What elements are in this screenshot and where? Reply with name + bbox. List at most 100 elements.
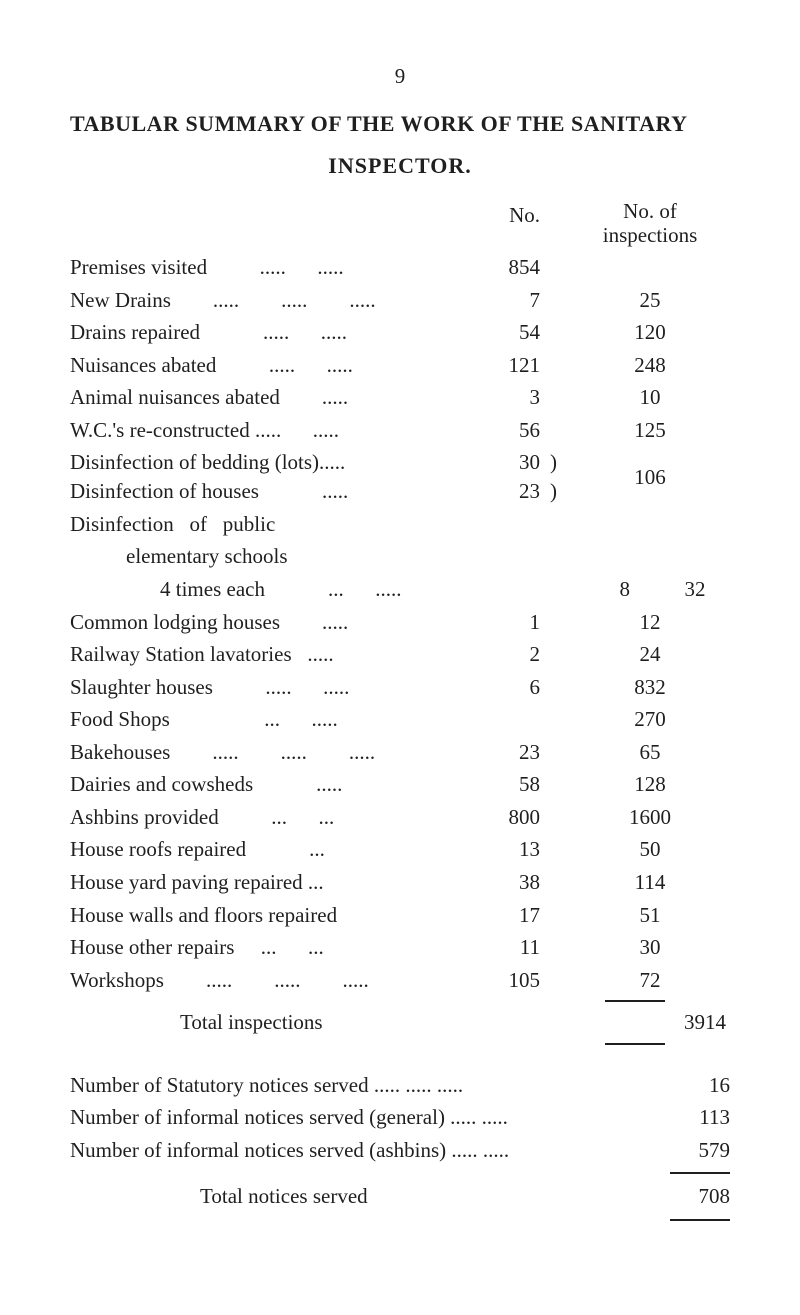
row-no: 8 <box>540 573 660 606</box>
row-label: Animal nuisances abated ..... <box>70 381 450 414</box>
row-label: Slaughter houses ..... ..... <box>70 671 450 704</box>
row-no: 56 <box>450 414 570 447</box>
notice-row: Number of Statutory notices served .....… <box>70 1069 730 1102</box>
row-no: 58 <box>450 768 570 801</box>
row-no: 23 <box>450 736 570 769</box>
table-row: Bakehouses ..... ..... .....2365 <box>70 736 730 769</box>
row-insp <box>570 251 730 284</box>
notice-row: Number of informal notices served (gener… <box>70 1101 730 1134</box>
column-header-row: No. No. of inspections <box>70 199 730 247</box>
row-label: New Drains ..... ..... ..... <box>70 284 450 317</box>
table-row: Railway Station lavatories .....224 <box>70 638 730 671</box>
row-no: 7 <box>450 284 570 317</box>
rule-below-notices-total <box>70 1219 730 1221</box>
row-label: Drains repaired ..... ..... <box>70 316 450 349</box>
table-row: 4 times each ... .....832 <box>70 573 730 606</box>
row-no: 11 <box>450 931 570 964</box>
rule-above-notices-total <box>70 1172 730 1174</box>
page-number: 9 <box>70 60 730 93</box>
notices-total-label: Total notices served <box>70 1180 650 1213</box>
row-no: 54 <box>450 316 570 349</box>
row-label: House walls and floors repaired <box>70 899 450 932</box>
row-label: 4 times each ... ..... <box>70 573 540 606</box>
row-insp: 832 <box>570 671 730 704</box>
sub-header-1: Disinfection of public <box>70 508 450 541</box>
table-row: House other repairs ... ...1130 <box>70 931 730 964</box>
row-insp: 1600 <box>570 801 730 834</box>
title-line-1: TABULAR SUMMARY OF THE WORK OF THE SANIT… <box>70 107 730 141</box>
horizontal-rule-2 <box>605 1043 665 1045</box>
table-row: Slaughter houses ..... .....6832 <box>70 671 730 704</box>
row-insp: 248 <box>570 349 730 382</box>
table-row: Drains repaired ..... .....54120 <box>70 316 730 349</box>
row-insp: 50 <box>570 833 730 866</box>
table-row: House yard paving repaired ...38114 <box>70 866 730 899</box>
row-label: W.C.'s re-constructed ..... ..... <box>70 414 450 447</box>
notices-block: Number of Statutory notices served .....… <box>70 1069 730 1221</box>
row-insp: 30 <box>570 931 730 964</box>
row-no: 105 <box>450 964 570 997</box>
row-insp: 270 <box>570 703 730 736</box>
table-row: Ashbins provided ... ...8001600 <box>70 801 730 834</box>
row-no: 38 <box>450 866 570 899</box>
brace-no-2: 23 <box>450 475 550 508</box>
table-row: New Drains ..... ..... .....725 <box>70 284 730 317</box>
row-insp: 114 <box>570 866 730 899</box>
row-no: 1 <box>450 606 570 639</box>
rule-above-total <box>70 1000 730 1002</box>
notice-value: 113 <box>650 1101 730 1134</box>
row-label: House other repairs ... ... <box>70 931 450 964</box>
brace-row-3: Disinfection of houses ..... 23 ) <box>70 475 730 508</box>
table-row: Dairies and cowsheds .....58128 <box>70 768 730 801</box>
table-row: Nuisances abated ..... .....121248 <box>70 349 730 382</box>
sub-header-no-spacer <box>450 508 570 541</box>
row-label: Food Shops ... ..... <box>70 703 450 736</box>
table-row: House roofs repaired ...1350 <box>70 833 730 866</box>
notice-label: Number of informal notices served (gener… <box>70 1101 650 1134</box>
notice-row: Number of informal notices served (ashbi… <box>70 1134 730 1167</box>
row-insp: 24 <box>570 638 730 671</box>
total-inspections-label: Total inspections <box>70 1006 560 1039</box>
row-label: House roofs repaired ... <box>70 833 450 866</box>
total-no-spacer <box>560 1006 680 1039</box>
row-insp: 125 <box>570 414 730 447</box>
row-label: Dairies and cowsheds ..... <box>70 768 450 801</box>
row-no: 800 <box>450 801 570 834</box>
sub-header-row-1: Disinfection of public <box>70 508 730 541</box>
horizontal-rule <box>605 1000 665 1002</box>
row-insp: 120 <box>570 316 730 349</box>
sub-header2-no-spacer <box>506 540 626 573</box>
row-label: Common lodging houses ..... <box>70 606 450 639</box>
notices-total-row: Total notices served 708 <box>70 1180 730 1213</box>
header-inspections: No. of inspections <box>570 199 730 247</box>
row-label: Nuisances abated ..... ..... <box>70 349 450 382</box>
row-label: Bakehouses ..... ..... ..... <box>70 736 450 769</box>
sub-header-row-2: elementary schools <box>70 540 730 573</box>
table-row: Workshops ..... ..... .....10572 <box>70 964 730 997</box>
notice-label: Number of Statutory notices served .....… <box>70 1069 650 1102</box>
brace-label-2: Disinfection of houses ..... <box>70 475 450 508</box>
horizontal-rule-3 <box>670 1172 730 1174</box>
row-insp: 128 <box>570 768 730 801</box>
row-label: House yard paving repaired ... <box>70 866 450 899</box>
title-line-2: INSPECTOR. <box>70 149 730 183</box>
row-insp: 32 <box>660 573 730 606</box>
header-inspections-l1: No. of <box>623 199 677 223</box>
table-row: Food Shops ... ..... 270 <box>70 703 730 736</box>
brace-paren-2: ) <box>550 475 570 508</box>
row-insp: 12 <box>570 606 730 639</box>
total-inspections-value: 3914 <box>680 1006 730 1039</box>
header-no: No. <box>450 199 570 247</box>
notices-rows: Number of Statutory notices served .....… <box>70 1069 730 1167</box>
table-row: Premises visited ..... .....854 <box>70 251 730 284</box>
row-no: 854 <box>450 251 570 284</box>
row-insp: 10 <box>570 381 730 414</box>
rows-block-2: 4 times each ... .....832Common lodging … <box>70 573 730 996</box>
row-label: Premises visited ..... ..... <box>70 251 450 284</box>
brace-insp-spacer2 <box>570 475 730 508</box>
notices-total-value: 708 <box>650 1180 730 1213</box>
notice-label: Number of informal notices served (ashbi… <box>70 1134 650 1167</box>
table-row: Common lodging houses .....112 <box>70 606 730 639</box>
sub-header-2: elementary schools <box>70 540 506 573</box>
row-no: 17 <box>450 899 570 932</box>
